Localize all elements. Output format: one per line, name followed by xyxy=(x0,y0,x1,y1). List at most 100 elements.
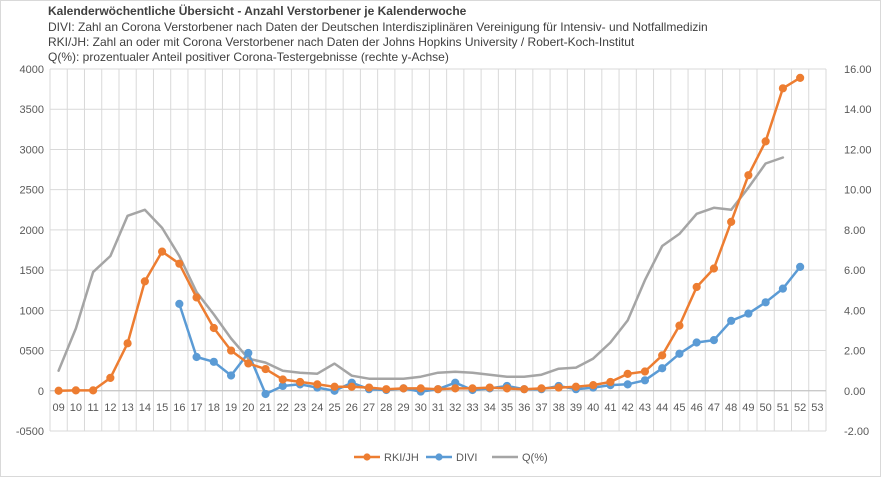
y-left-tick-label: 0500 xyxy=(20,346,44,358)
legend-label-q: Q(%) xyxy=(522,452,548,464)
x-tick-label: 15 xyxy=(156,402,168,414)
y-left-tick-label: 3000 xyxy=(20,144,44,156)
data-point-rki-jh xyxy=(485,383,494,392)
x-tick-label: 12 xyxy=(104,402,116,414)
y-right-tick-label: 4.00 xyxy=(844,305,865,317)
y-left-tick-label: 1000 xyxy=(20,305,44,317)
data-point-rki-jh xyxy=(520,385,529,394)
x-tick-label: 27 xyxy=(363,402,375,414)
data-point-divi xyxy=(658,364,667,373)
data-point-divi xyxy=(796,262,805,271)
x-tick-label: 26 xyxy=(346,402,358,414)
y-left-tick-label: 4000 xyxy=(20,64,44,76)
x-tick-label: 37 xyxy=(535,402,547,414)
x-tick-label: 09 xyxy=(52,402,64,414)
y-right-tick-label: 2.00 xyxy=(844,346,865,358)
data-point-rki-jh xyxy=(451,384,460,393)
data-point-rki-jh xyxy=(502,384,512,393)
data-point-divi xyxy=(244,348,253,358)
x-tick-label: 35 xyxy=(501,402,513,414)
data-point-rki-jh xyxy=(571,382,581,391)
data-point-rki-jh xyxy=(382,385,391,394)
x-tick-label: 20 xyxy=(242,402,254,414)
series xyxy=(54,73,805,399)
data-point-rki-jh xyxy=(468,384,477,393)
data-point-rki-jh xyxy=(71,386,80,395)
x-tick-label: 25 xyxy=(328,402,340,414)
x-tick-label: 36 xyxy=(518,402,530,414)
x-tick-label: 18 xyxy=(208,402,220,414)
y-axis-right-ticks: -2.00 0.00 2.00 4.00 6.00 8.00 10.00 12.00 14.00… xyxy=(844,64,872,438)
chart-subtitle-divi: DIVI: Zahl an Corona Verstorbener nach D… xyxy=(48,20,708,34)
x-tick-label: 45 xyxy=(673,402,685,414)
y-right-tick-label: 8.00 xyxy=(844,225,865,237)
data-point-rki-jh xyxy=(640,367,650,376)
data-point-rki-jh xyxy=(175,259,184,268)
x-tick-label: 51 xyxy=(777,402,789,414)
x-tick-label: 31 xyxy=(432,402,444,414)
y-left-tick-label: 2500 xyxy=(20,185,44,197)
x-tick-label: 21 xyxy=(259,402,271,414)
legend-marker-divi xyxy=(435,453,443,461)
chart-title: Kalenderwöchentliche Übersicht - Anzahl … xyxy=(48,4,467,18)
y-right-tick-label: 16.00 xyxy=(844,64,872,76)
data-point-rki-jh xyxy=(313,380,322,389)
y-left-tick-label: 0 xyxy=(38,386,44,398)
data-point-rki-jh xyxy=(778,84,787,93)
x-tick-label: 30 xyxy=(415,402,427,414)
data-point-divi xyxy=(675,349,684,358)
legend-label-divi: DIVI xyxy=(456,452,477,464)
data-point-rki-jh xyxy=(675,321,684,330)
y-left-tick-label: -0500 xyxy=(16,426,44,438)
data-point-divi xyxy=(778,284,787,293)
data-point-rki-jh xyxy=(226,346,236,355)
data-point-rki-jh xyxy=(537,384,546,393)
x-axis-ticks: 09 10 11 12 13 14 15 16 17 18 19 20 21 22 23 24 25 26 27 28… xyxy=(52,402,823,414)
y-right-tick-label: 12.00 xyxy=(844,144,872,156)
data-point-rki-jh xyxy=(364,383,374,392)
data-point-divi xyxy=(761,298,770,307)
x-tick-label: 17 xyxy=(190,402,202,414)
x-tick-label: 50 xyxy=(760,402,772,414)
data-point-rki-jh xyxy=(209,323,218,333)
data-point-divi xyxy=(727,316,736,325)
data-point-rki-jh xyxy=(244,359,253,368)
y-right-tick-label: 10.00 xyxy=(844,185,872,197)
x-tick-label: 42 xyxy=(622,402,634,414)
gridlines xyxy=(49,68,827,432)
y-left-tick-label: 2000 xyxy=(20,225,44,237)
legend: RKI/JH DIVI Q(%) xyxy=(354,452,548,464)
data-point-rki-jh xyxy=(709,264,719,273)
x-tick-label: 34 xyxy=(484,402,496,414)
x-tick-label: 13 xyxy=(121,402,133,414)
data-point-rki-jh xyxy=(157,247,167,256)
x-tick-label: 22 xyxy=(277,402,289,414)
x-tick-label: 11 xyxy=(87,402,98,414)
x-tick-label: 44 xyxy=(656,402,668,414)
data-point-rki-jh xyxy=(692,282,701,292)
y-left-tick-label: 1500 xyxy=(20,265,44,277)
y-right-tick-label: 14.00 xyxy=(844,104,872,116)
data-point-divi xyxy=(692,338,701,347)
data-point-rki-jh xyxy=(278,375,287,384)
x-tick-label: 29 xyxy=(397,402,409,414)
data-point-rki-jh xyxy=(295,377,305,387)
data-point-divi xyxy=(192,352,201,362)
data-point-rki-jh xyxy=(554,383,563,392)
x-tick-label: 19 xyxy=(225,402,237,414)
chart-subtitle-rki: RKI/JH: Zahl an oder mit Corona Verstorb… xyxy=(48,35,635,49)
x-tick-label: 10 xyxy=(70,402,82,414)
data-point-divi xyxy=(709,335,719,345)
data-point-rki-jh xyxy=(416,384,425,393)
x-tick-label: 38 xyxy=(553,402,565,414)
y-left-tick-label: 3500 xyxy=(20,104,44,116)
data-point-rki-jh xyxy=(761,137,770,146)
data-point-rki-jh xyxy=(54,386,63,395)
x-tick-label: 43 xyxy=(639,402,651,414)
x-tick-label: 33 xyxy=(466,402,478,414)
x-tick-label: 49 xyxy=(742,402,754,414)
series-line-rki-jh xyxy=(57,76,802,393)
x-tick-label: 28 xyxy=(380,402,392,414)
